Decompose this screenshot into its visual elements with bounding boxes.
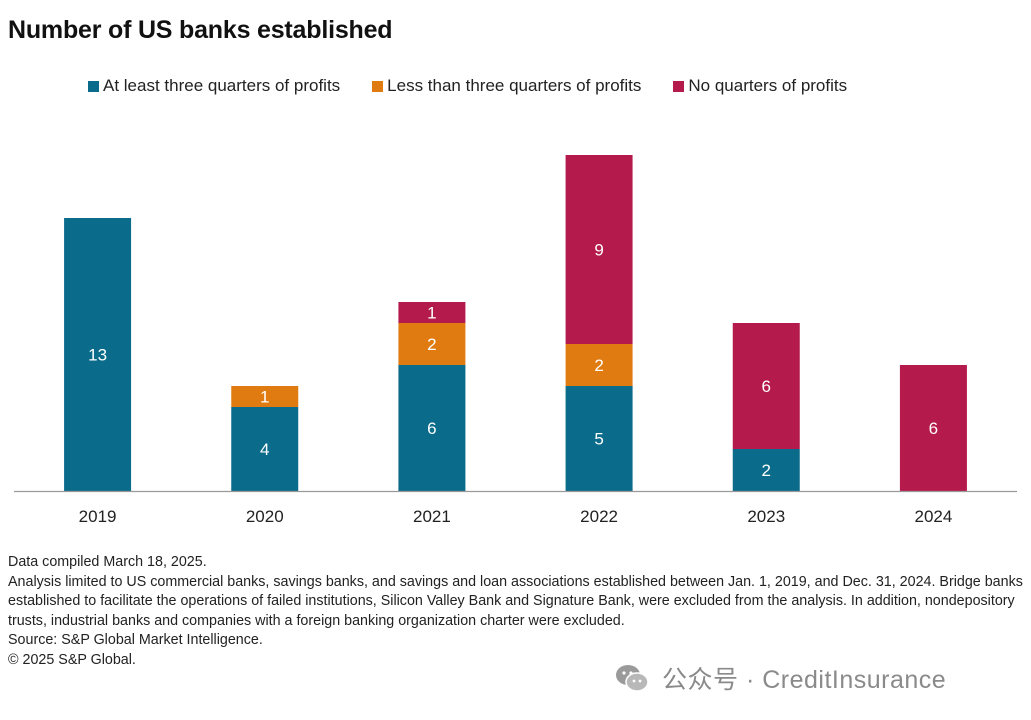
data-label-2023-series-2: 6 xyxy=(762,377,771,396)
legend-swatch-none xyxy=(673,80,685,92)
data-label-2021-series-0: 6 xyxy=(427,419,436,438)
bar-segment-2023-series-2 xyxy=(732,323,800,449)
legend-item-profitable: At least three quarters of profits xyxy=(88,76,340,96)
legend-label-partial: Less than three quarters of profits xyxy=(387,76,642,95)
note-copyright: © 2025 S&P Global. xyxy=(8,651,136,668)
note-source: Source: S&P Global Market Intelligence. xyxy=(8,632,263,649)
x-tick-label-2020: 2020 xyxy=(246,507,284,526)
bar-segment-2020-series-1 xyxy=(231,386,299,407)
data-label-2020-series-1: 1 xyxy=(260,388,269,407)
data-label-2021-series-2: 1 xyxy=(427,304,436,323)
x-tick-label-2022: 2022 xyxy=(580,507,618,526)
bar-segment-2022-series-1 xyxy=(565,344,633,386)
data-label-2023-series-0: 2 xyxy=(762,461,771,480)
watermark-text: 公众号 · CreditInsurance xyxy=(662,666,947,694)
bar-segment-2023-series-0 xyxy=(732,449,800,491)
legend-swatch-profitable xyxy=(88,80,99,92)
legend-label-profitable: At least three quarters of profits xyxy=(103,76,341,95)
x-tick-label-2024: 2024 xyxy=(915,507,953,526)
bar-segment-2019-series-0 xyxy=(64,218,132,491)
x-tick-label-2019: 2019 xyxy=(79,507,117,526)
bar-segment-2022-series-0 xyxy=(565,386,633,491)
bar-segment-2022-series-2 xyxy=(565,155,633,344)
data-label-2022-series-2: 9 xyxy=(594,241,603,260)
legend-item-partial: Less than three quarters of profits xyxy=(372,76,641,96)
bar-segment-2024-series-2 xyxy=(899,365,967,491)
data-label-2020-series-0: 4 xyxy=(260,440,269,459)
bar-chart: 13 2019 4 1 2020 6 2 1 2021 5 2 9 2022 2 6 2023 6 2024 xyxy=(14,155,1017,526)
legend: At least three quarters of profits Less … xyxy=(88,76,879,96)
data-label-2022-series-0: 5 xyxy=(594,430,603,449)
legend-swatch-partial xyxy=(372,80,384,92)
watermark: 公众号 · CreditInsurance xyxy=(614,660,946,696)
legend-label-none: No quarters of profits xyxy=(688,76,848,95)
data-label-2019-series-0: 13 xyxy=(88,346,107,365)
wechat-icon xyxy=(616,665,649,692)
data-label-2024-series-2: 6 xyxy=(929,419,938,438)
x-tick-label-2023: 2023 xyxy=(747,507,785,526)
chart-notes: Data compiled March 18, 2025. Analysis l… xyxy=(8,553,1023,671)
note-compiled: Data compiled March 18, 2025. xyxy=(8,554,207,570)
data-label-2021-series-1: 2 xyxy=(427,335,436,354)
bar-segment-2021-series-0 xyxy=(398,365,466,491)
chart-title: Number of US banks established xyxy=(8,16,393,44)
bar-segment-2020-series-0 xyxy=(231,407,299,491)
data-label-2022-series-1: 2 xyxy=(594,356,603,375)
legend-item-none: No quarters of profits xyxy=(673,76,847,96)
bar-segment-2021-series-1 xyxy=(398,323,466,365)
bar-segment-2021-series-2 xyxy=(398,302,466,323)
x-tick-label-2021: 2021 xyxy=(413,507,451,526)
note-analysis: Analysis limited to US commercial banks,… xyxy=(8,573,1023,629)
